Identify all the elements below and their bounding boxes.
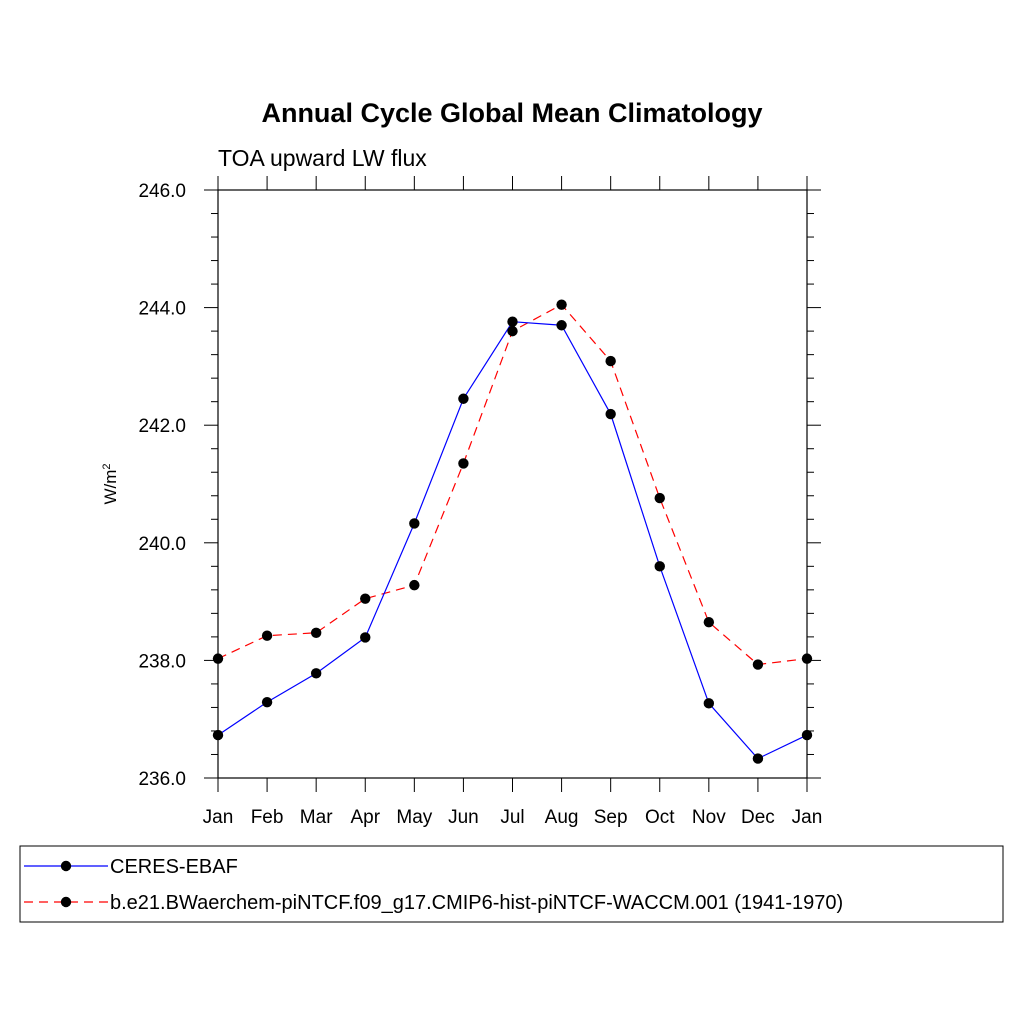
y-axis-label: W/m2 xyxy=(101,463,120,504)
series-2-point xyxy=(654,492,665,504)
series-2-point xyxy=(212,653,224,664)
y-tick-label: 246.0 xyxy=(138,181,186,202)
series-1-point xyxy=(310,668,322,679)
y-axis-label-base: W/m xyxy=(101,470,120,505)
y-tick-label: 238.0 xyxy=(138,651,186,672)
x-tick-label: Dec xyxy=(741,807,775,828)
y-tick-label: 242.0 xyxy=(138,416,186,437)
legend: CERES-EBAF b.e21.BWaerchem-piNTCF.f09_g17… xyxy=(24,856,843,914)
plot-frame xyxy=(217,189,808,779)
legend-label-2: b.e21.BWaerchem-piNTCF.f09_g17.CMIP6-his… xyxy=(110,892,843,914)
series-2-point xyxy=(605,355,616,367)
x-tick-label: Sep xyxy=(594,807,628,828)
series-line-1 xyxy=(217,321,808,760)
y-axis-label-sup: 2 xyxy=(101,463,113,469)
series-layer xyxy=(212,299,813,764)
series-1-point xyxy=(556,320,567,331)
series-2-point xyxy=(409,579,420,591)
x-tick-label: Oct xyxy=(645,807,675,828)
series-2-point xyxy=(458,458,469,469)
y-tick-label: 240.0 xyxy=(138,534,186,555)
y-axis: 236.0 238.0 240.0 242.0 244.0 246.0 xyxy=(138,181,821,790)
series-2-point xyxy=(801,653,813,664)
series-1-point xyxy=(801,729,813,741)
x-tick-label: Jun xyxy=(448,807,479,828)
y-tick-label: 244.0 xyxy=(138,299,186,320)
series-1-point xyxy=(212,729,224,741)
series-2-point xyxy=(360,593,371,604)
chart-subtitle: TOA upward LW flux xyxy=(218,145,427,171)
series-2-point xyxy=(703,616,715,628)
x-tick-label: Jan xyxy=(203,807,234,828)
x-tick-label: Mar xyxy=(300,807,333,828)
series-1-point xyxy=(605,408,616,420)
x-tick-label: Jul xyxy=(500,807,524,828)
series-2-point xyxy=(556,299,567,310)
series-1-point xyxy=(409,518,420,529)
series-2-point xyxy=(752,659,764,670)
x-tick-label: Jan xyxy=(792,807,823,828)
series-1-point xyxy=(458,393,469,404)
x-tick-label: Feb xyxy=(251,807,284,828)
x-axis: Jan Feb Mar Apr May Jun Jul Aug Sep Oct Nov Dec Jan xyxy=(203,176,823,828)
series-1-point xyxy=(507,316,518,327)
chart-title: Annual Cycle Global Mean Climatology xyxy=(261,98,762,128)
series-2-point xyxy=(310,627,322,638)
x-tick-label: Apr xyxy=(350,807,380,828)
series-2-point xyxy=(507,325,518,337)
x-tick-label: Aug xyxy=(545,807,579,828)
legend-label-1: CERES-EBAF xyxy=(110,856,238,878)
x-tick-label: May xyxy=(396,807,432,828)
series-2-point xyxy=(261,630,273,641)
series-1-point xyxy=(654,561,665,572)
series-line-2 xyxy=(217,303,808,666)
x-tick-label: Nov xyxy=(692,807,726,828)
legend-marker-2 xyxy=(60,896,72,908)
legend-box xyxy=(19,845,1004,923)
series-1-point xyxy=(703,698,715,709)
series-1-point xyxy=(752,753,764,764)
legend-marker-1 xyxy=(60,860,72,872)
series-1-point xyxy=(261,696,273,708)
y-tick-label: 236.0 xyxy=(138,769,186,790)
series-1-point xyxy=(360,632,371,643)
